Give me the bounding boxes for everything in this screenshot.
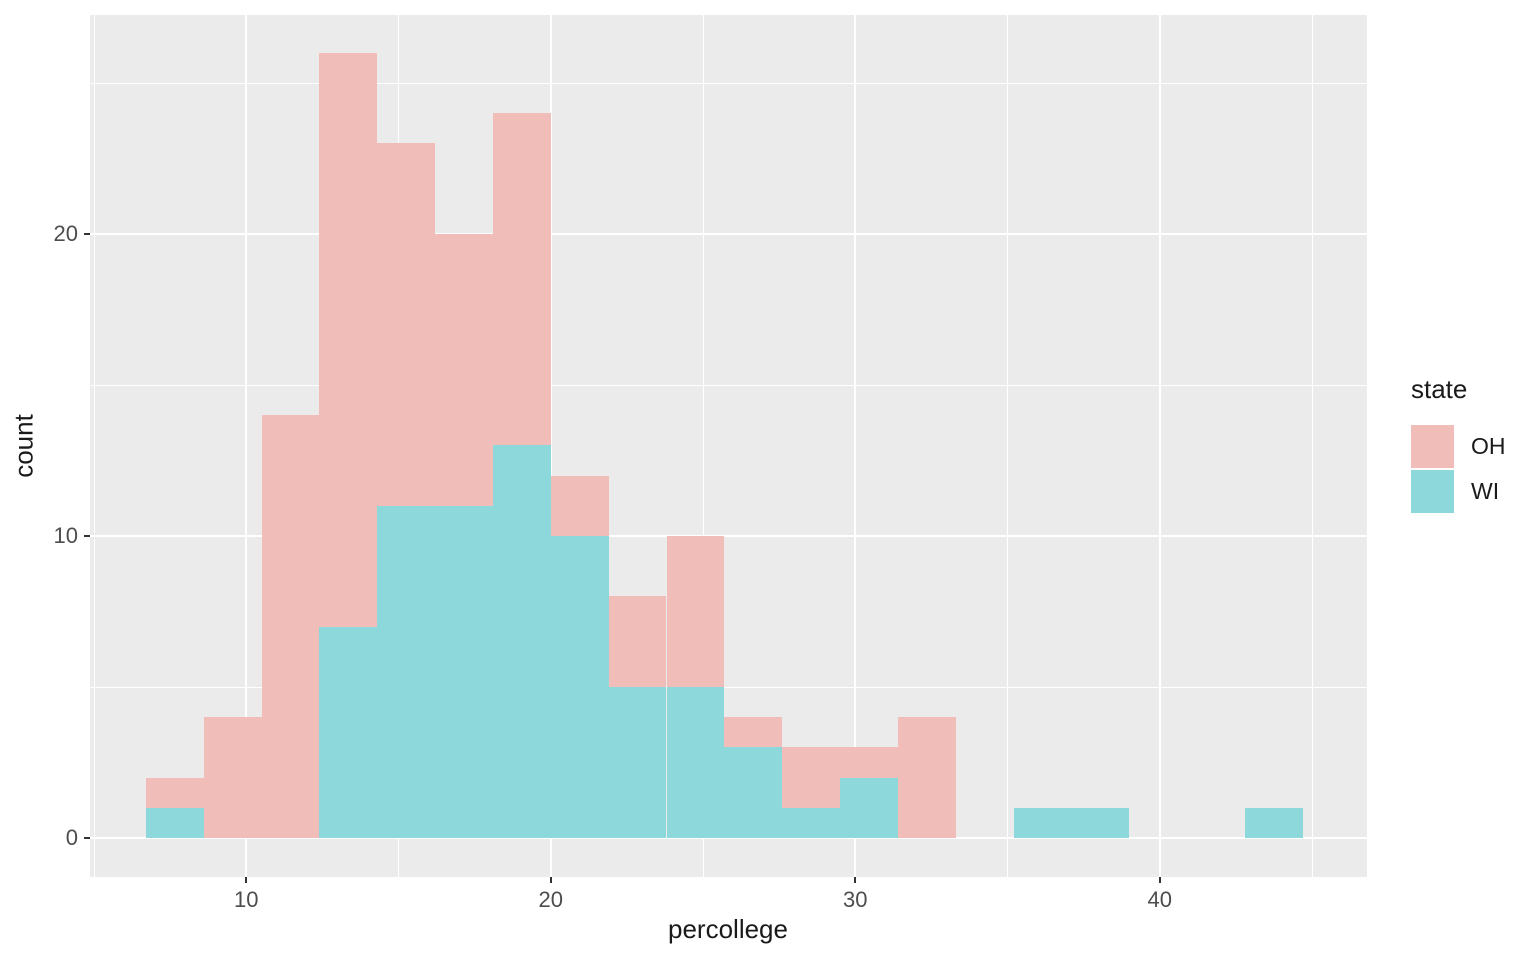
y-minor-gridline [90,82,1367,84]
y-tick-mark [84,837,90,839]
x-axis-title: percollege [668,914,788,944]
y-minor-gridline [90,384,1367,386]
legend-label-WI: WI [1471,478,1500,504]
y-tick-mark [84,535,90,537]
legend-entry-WI: WI [1411,470,1506,513]
y-tick-mark [84,233,90,235]
legend-entry-OH: OH [1411,425,1506,468]
histogram-bar-OH [897,717,956,838]
y-tick-label: 10 [53,523,78,548]
y-tick-label: 0 [65,825,78,850]
x-major-gridline [1158,15,1161,877]
histogram-bar-OH [261,415,320,838]
x-tick-label: 30 [843,887,868,912]
legend-swatch-WI [1411,470,1454,513]
legend: state OH WI [1411,374,1506,515]
histogram-bar-WI [608,687,667,838]
x-major-gridline [245,15,248,877]
histogram-bar-OH [203,717,262,838]
histogram-bar-WI [1245,807,1303,838]
x-tick-mark [1158,877,1161,883]
x-minor-gridline [1007,15,1009,877]
x-minor-gridline [93,15,95,877]
x-minor-gridline [702,15,704,877]
histogram-bar-WI [1071,807,1130,838]
legend-label-OH: OH [1471,433,1506,459]
x-tick-label: 20 [538,887,564,912]
x-tick-mark [245,877,248,883]
y-major-gridline [90,535,1367,537]
x-tick-mark [549,877,552,883]
histogram-bar-WI [666,687,725,838]
x-tick-label: 10 [234,887,259,912]
histogram-bar-WI [492,445,551,838]
histogram-bar-WI [1013,807,1072,838]
legend-swatch-OH [1411,425,1454,468]
histogram-bar-WI [319,626,378,838]
x-minor-gridline [1311,15,1313,877]
histogram-bar-WI [377,505,436,838]
y-tick-label: 20 [53,221,78,246]
histogram-bar-WI [724,747,783,838]
x-tick-label: 40 [1147,887,1173,912]
legend-title: state [1411,374,1468,404]
histogram-bar-WI [145,807,204,838]
x-major-gridline [549,15,552,877]
x-major-gridline [854,15,857,877]
histogram-bar-WI [435,505,493,838]
y-minor-gridline [90,686,1367,688]
x-tick-mark [854,877,857,883]
y-major-gridline [90,233,1367,235]
histogram-bar-WI [782,807,841,838]
histogram-bar-WI [840,777,898,838]
y-axis-title: count [8,414,39,478]
legend-entries: OH WI [1411,425,1506,513]
histogram-bar-WI [550,536,609,838]
y-major-gridline [90,837,1367,839]
